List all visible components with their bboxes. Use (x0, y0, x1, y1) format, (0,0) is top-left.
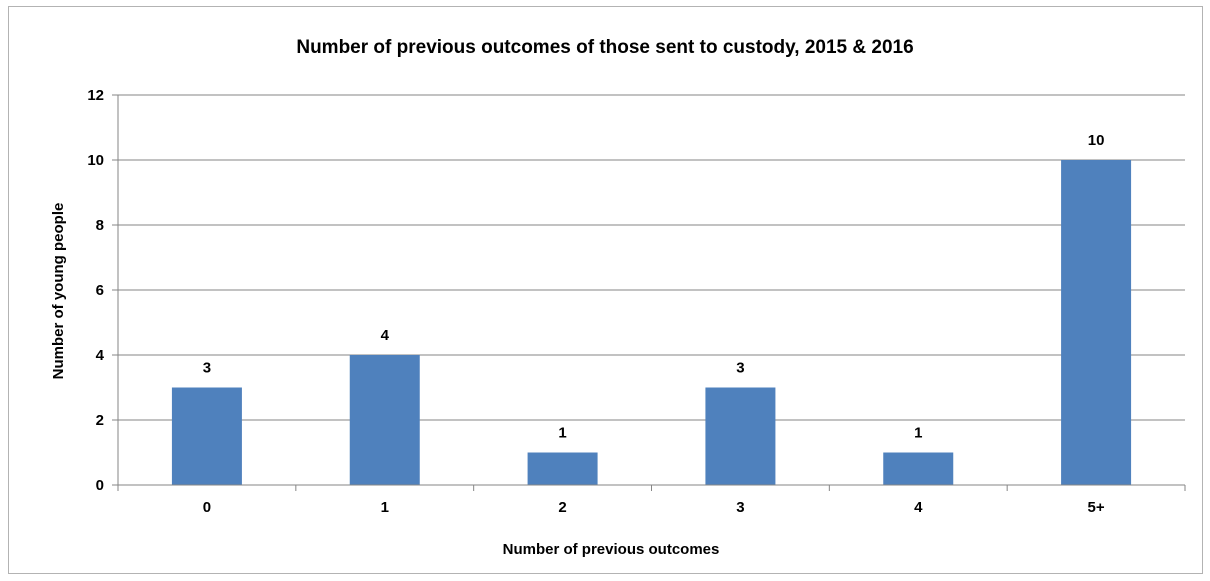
y-tick-label: 4 (96, 347, 105, 364)
x-tick-label: 5+ (1088, 499, 1105, 516)
bar (705, 387, 776, 485)
y-tick-label: 12 (87, 87, 104, 104)
y-axis-title: Number of young people (50, 203, 67, 380)
bar (883, 452, 954, 485)
x-tick-label: 2 (558, 499, 566, 516)
bars: 3 4 1 3 1 10 (171, 132, 1132, 485)
data-label: 1 (558, 425, 566, 442)
y-tick-label: 10 (87, 152, 104, 169)
x-tick-label: 4 (914, 499, 923, 516)
bar (171, 387, 242, 485)
chart-title: Number of previous outcomes of those sen… (296, 37, 913, 58)
y-tick-label: 2 (96, 412, 104, 429)
bar (349, 355, 420, 485)
y-tick-label: 8 (96, 217, 104, 234)
data-label: 10 (1088, 132, 1105, 149)
data-label: 1 (914, 425, 922, 442)
x-tick-label: 3 (736, 499, 744, 516)
gridlines (118, 94, 1185, 421)
data-label: 4 (381, 327, 390, 344)
y-axis-ticks: 0 2 4 6 8 10 12 (87, 87, 118, 494)
bar (1061, 160, 1132, 485)
x-tick-label: 0 (203, 499, 211, 516)
data-label: 3 (736, 360, 744, 377)
x-axis-title: Number of previous outcomes (503, 541, 720, 558)
x-axis-ticks: 0 1 2 3 4 5+ (117, 485, 1186, 516)
y-tick-label: 6 (96, 282, 104, 299)
x-tick-label: 1 (381, 499, 389, 516)
bar (527, 452, 598, 485)
y-tick-label: 0 (96, 477, 104, 494)
data-label: 3 (203, 360, 211, 377)
